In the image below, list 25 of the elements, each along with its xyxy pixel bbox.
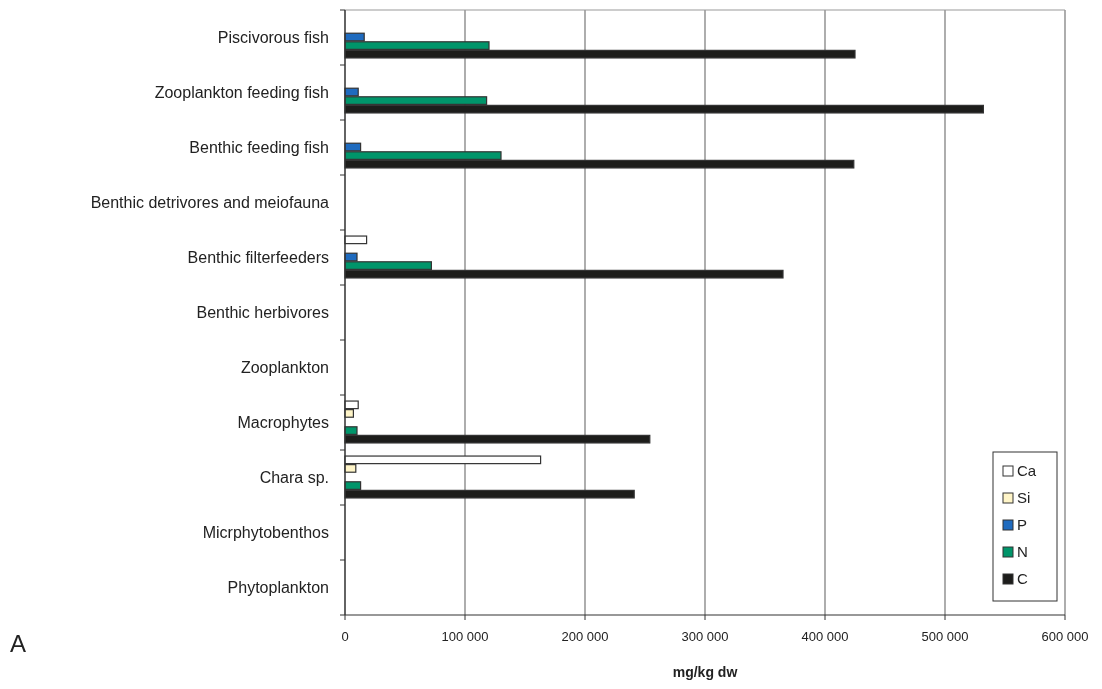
legend-label: Si <box>1017 489 1031 507</box>
y-tick-label: Benthic feeding fish <box>189 139 329 157</box>
x-tick-label: 500 000 <box>921 629 969 644</box>
x-tick-label: 0 <box>341 629 349 644</box>
y-tick-label: Macrophytes <box>237 414 329 432</box>
y-tick-label: Zooplankton <box>240 359 329 377</box>
y-tick-label: Piscivorous fish <box>217 29 329 47</box>
y-tick-label: Zooplankton feeding fish <box>154 84 329 102</box>
legend-label: P <box>1017 516 1028 534</box>
y-tick-label: Chara sp. <box>259 469 329 487</box>
y-tick-label: Benthic detrivores and meiofauna <box>90 194 330 212</box>
x-tick-label: 300 000 <box>681 629 729 644</box>
x-tick-label: 100 000 <box>441 629 489 644</box>
y-tick-label: Phytoplankton <box>227 579 329 597</box>
x-axis-title: mg/kg dw <box>672 664 738 680</box>
text: A <box>10 630 27 658</box>
legend-label: C <box>1017 570 1028 588</box>
y-tick-label: Micrphytobenthos <box>202 524 329 542</box>
y-tick-label: Benthic filterfeeders <box>187 249 329 267</box>
legend-label: N <box>1017 543 1028 561</box>
x-tick-label: 600 000 <box>1041 629 1089 644</box>
y-tick-label: Benthic herbivores <box>196 304 329 322</box>
x-tick-label: 200 000 <box>561 629 609 644</box>
legend-label: Ca <box>1017 462 1037 480</box>
x-tick-label: 400 000 <box>801 629 849 644</box>
